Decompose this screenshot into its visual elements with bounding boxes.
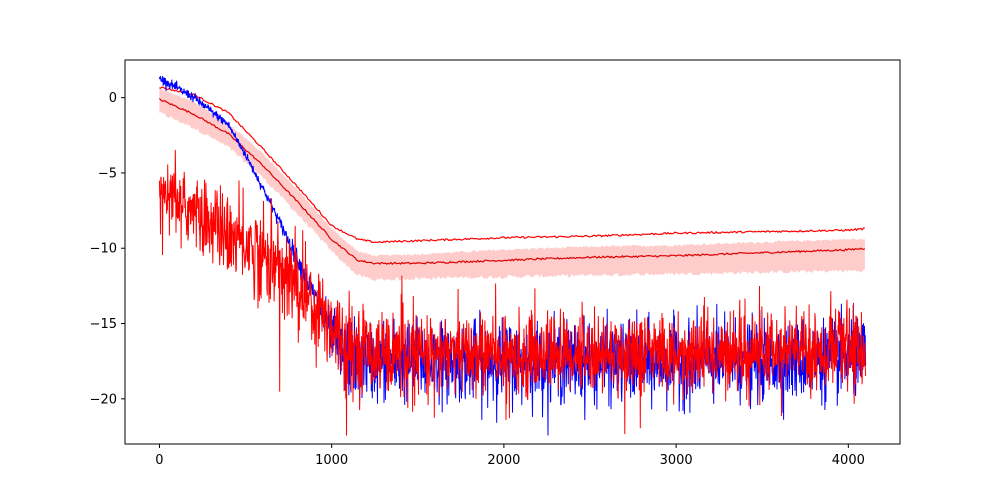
x-tick-label: 4000 bbox=[832, 453, 865, 468]
y-tick-label: −20 bbox=[90, 392, 117, 407]
series-line-2 bbox=[159, 86, 865, 244]
x-tick-label: 0 bbox=[155, 453, 163, 468]
y-tick-label: −10 bbox=[90, 242, 117, 257]
y-tick-label: −15 bbox=[90, 317, 117, 332]
axes-frame bbox=[124, 59, 901, 445]
y-tick-label: 0 bbox=[109, 91, 117, 106]
series-line-1 bbox=[158, 97, 866, 266]
confidence-band bbox=[159, 88, 865, 282]
noisy-series-4 bbox=[158, 149, 867, 436]
x-tick-label: 3000 bbox=[660, 453, 693, 468]
x-tick-label: 1000 bbox=[315, 453, 348, 468]
noisy-series-3 bbox=[158, 76, 867, 436]
y-tick-label: −5 bbox=[98, 166, 117, 181]
y-axis: 0 −5 −10 −15 −20 bbox=[90, 91, 125, 407]
x-axis: 0 1000 2000 3000 4000 bbox=[155, 444, 865, 468]
x-tick-label: 2000 bbox=[487, 453, 520, 468]
plot-area bbox=[158, 76, 867, 436]
